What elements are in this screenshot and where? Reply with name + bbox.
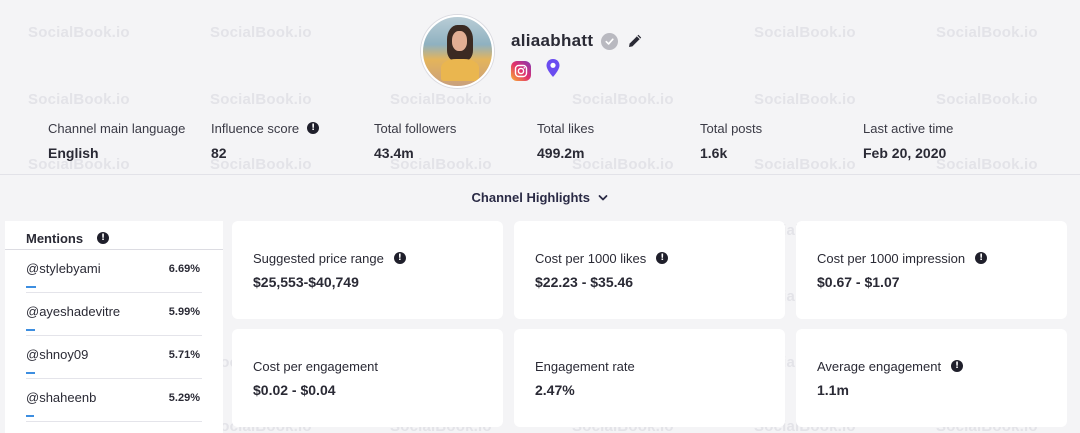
watermark-text: SocialBook.io — [936, 24, 1038, 41]
mention-percent: 5.29% — [168, 392, 200, 404]
verified-check-icon — [601, 32, 619, 50]
stat-value: English — [48, 145, 99, 161]
stat-label: Total followers — [374, 120, 457, 136]
info-icon[interactable]: ! — [975, 252, 988, 264]
watermark-text: SocialBook.io — [210, 24, 312, 41]
list-item[interactable]: @shaheenb 5.29% — [26, 379, 202, 422]
avatar[interactable] — [421, 15, 494, 88]
stat-label: Total posts — [700, 120, 763, 136]
card-cost-per-1000-impression: Cost per 1000 impression! $0.67 - $1.07 — [796, 221, 1067, 319]
list-item[interactable]: @stylebyami 6.69% — [26, 250, 202, 293]
card-label: Cost per 1000 likes — [535, 250, 647, 266]
stat-total-likes: Total likes 499.2m — [537, 120, 700, 162]
profile-info: aliaabhatt — [511, 15, 644, 83]
mention-handle[interactable]: @shaheenb — [26, 390, 97, 405]
watermark-text: SocialBook.io — [754, 24, 856, 41]
card-value: 2.47% — [535, 382, 575, 398]
mention-percent: 6.69% — [168, 263, 200, 275]
watermark-text: SocialBook.io — [572, 91, 674, 108]
stats-row: Channel main language English Influence … — [48, 120, 1026, 162]
channel-highlights-label: Channel Highlights — [471, 190, 590, 205]
card-label: Suggested price range — [253, 250, 384, 266]
stat-label: Last active time — [863, 120, 954, 136]
watermark-text: SocialBook.io — [936, 91, 1038, 108]
card-value: $22.23 - $35.46 — [535, 274, 634, 290]
card-engagement-rate: Engagement rate 2.47% — [514, 329, 785, 427]
stat-value: 1.6k — [700, 145, 728, 161]
mention-handle[interactable]: @stylebyami — [26, 261, 101, 276]
stat-language: Channel main language English — [48, 120, 211, 162]
card-value: 1.1m — [817, 382, 849, 398]
mention-handle[interactable]: @ayeshadevitre — [26, 304, 121, 319]
channel-highlights-toggle[interactable]: Channel Highlights — [0, 189, 1080, 207]
card-cost-per-1000-likes: Cost per 1000 likes! $22.23 - $35.46 — [514, 221, 785, 319]
list-item[interactable]: @shnoy09 5.71% — [26, 336, 202, 379]
card-label: Cost per 1000 impression — [817, 250, 966, 266]
mention-share-bar — [26, 372, 35, 374]
stat-total-posts: Total posts 1.6k — [700, 120, 863, 162]
card-label: Average engagement — [817, 358, 942, 374]
stat-value: 43.4m — [374, 145, 414, 161]
section-divider — [0, 174, 1080, 175]
stat-value: Feb 20, 2020 — [863, 145, 947, 161]
stat-label: Channel main language — [48, 120, 186, 136]
info-icon[interactable]: ! — [951, 360, 964, 372]
username-row: aliaabhatt — [511, 31, 644, 51]
card-average-engagement: Average engagement! 1.1m — [796, 329, 1067, 427]
chevron-down-icon — [598, 190, 608, 205]
mentions-title: Mentions — [26, 230, 84, 246]
pencil-icon[interactable] — [626, 32, 644, 50]
card-cost-per-engagement: Cost per engagement $0.02 - $0.04 — [232, 329, 503, 427]
card-suggested-price: Suggested price range! $25,553-$40,749 — [232, 221, 503, 319]
stat-value: 82 — [211, 145, 227, 161]
info-icon[interactable]: ! — [307, 122, 320, 134]
card-value: $0.02 - $0.04 — [253, 382, 336, 398]
mention-percent: 5.99% — [168, 306, 200, 318]
card-label: Cost per engagement — [253, 358, 379, 374]
watermark-text: SocialBook.io — [210, 91, 312, 108]
mention-share-bar — [26, 286, 36, 288]
card-value: $25,553-$40,749 — [253, 274, 359, 290]
watermark-text: SocialBook.io — [28, 24, 130, 41]
stat-last-active: Last active time Feb 20, 2020 — [863, 120, 1026, 162]
profile-icons-row — [511, 58, 644, 83]
mentions-header: Mentions ! — [5, 221, 223, 250]
info-icon[interactable]: ! — [656, 252, 669, 264]
watermark-text: SocialBook.io — [28, 91, 130, 108]
watermark-text: SocialBook.io — [390, 91, 492, 108]
username: aliaabhatt — [511, 31, 594, 50]
mentions-panel: Mentions ! @stylebyami 6.69% @ayeshadevi… — [5, 221, 223, 433]
card-value: $0.67 - $1.07 — [817, 274, 900, 290]
stat-label: Total likes — [537, 120, 595, 136]
stat-label: Influence score — [211, 120, 300, 136]
profile-header: aliaabhatt — [421, 15, 644, 89]
mention-handle[interactable]: @shnoy09 — [26, 347, 89, 362]
mention-share-bar — [26, 415, 34, 417]
stat-value: 499.2m — [537, 145, 585, 161]
list-item[interactable]: @ayeshadevitre 5.99% — [26, 293, 202, 336]
card-label: Engagement rate — [535, 358, 635, 374]
stat-influence-score: Influence score! 82 — [211, 120, 374, 161]
instagram-icon[interactable] — [511, 60, 531, 81]
location-pin-icon[interactable] — [545, 58, 561, 83]
watermark-text: SocialBook.io — [754, 91, 856, 108]
mention-percent: 5.71% — [168, 349, 200, 361]
stat-total-followers: Total followers 43.4m — [374, 120, 537, 162]
info-icon[interactable]: ! — [393, 252, 406, 264]
mention-share-bar — [26, 329, 35, 331]
info-icon[interactable]: ! — [97, 232, 110, 244]
